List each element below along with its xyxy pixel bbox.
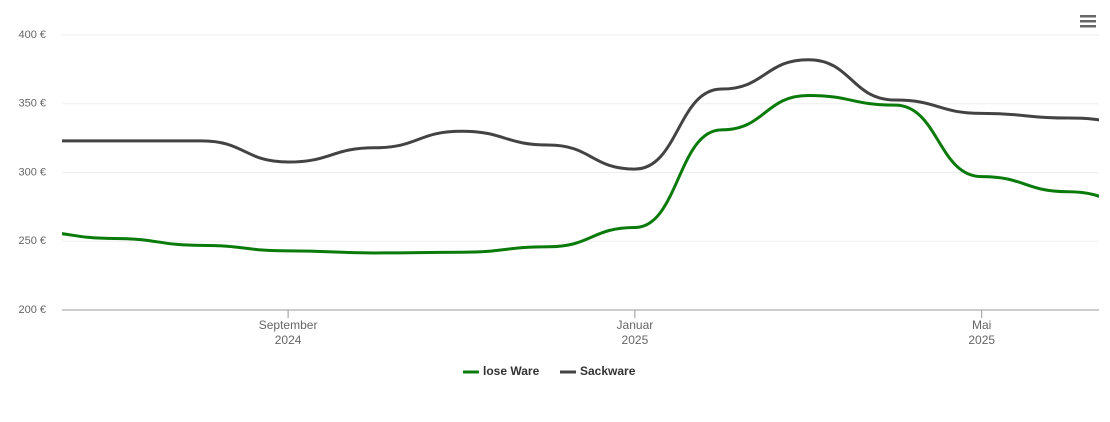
plot-area (62, 58, 1099, 255)
legend-text: lose Ware (483, 364, 540, 378)
x-tick-label: 2025 (622, 333, 649, 347)
menu-bar (1080, 15, 1096, 18)
y-tick-label: 200 € (18, 304, 46, 316)
legend-text: Sackware (580, 364, 636, 378)
series-line (62, 58, 1099, 171)
y-tick-label: 250 € (18, 235, 46, 247)
y-tick-label: 400 € (18, 29, 46, 41)
series-line (62, 93, 1099, 255)
x-tick-label: September (259, 318, 318, 332)
y-tick-label: 350 € (18, 98, 46, 110)
x-tick-label: Mai (972, 318, 991, 332)
menu-bar (1080, 25, 1096, 28)
y-tick-label: 300 € (18, 166, 46, 178)
x-tick-label: Januar (617, 318, 654, 332)
menu-bar (1080, 20, 1096, 23)
menu-icon[interactable] (1080, 15, 1096, 28)
x-tick-label: 2024 (275, 333, 302, 347)
x-tick-label: 2025 (968, 333, 995, 347)
